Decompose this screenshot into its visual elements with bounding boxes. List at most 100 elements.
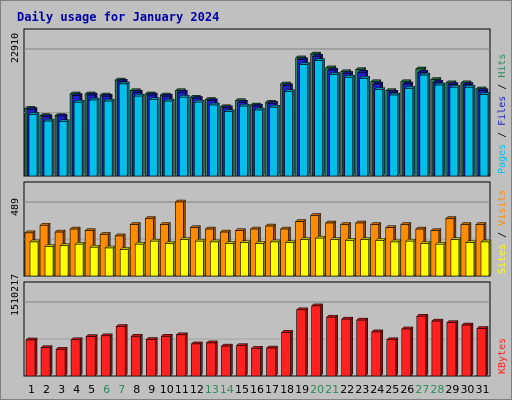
bar-side [230,343,233,377]
bar-front [315,237,324,277]
bar-front [371,331,382,377]
bar-front [285,242,294,277]
bar-front [420,243,430,277]
bar-sites-day-24 [375,237,387,277]
bar-side [142,241,146,277]
bar-kbytes-day-4 [70,337,83,377]
bar-kbytes-day-1 [25,337,38,377]
bar-front [44,246,54,277]
bar-front [374,89,384,177]
bar-kbytes-day-29 [446,319,459,377]
bar-sites-day-21 [330,237,342,277]
bar-pages-day-18 [283,89,296,177]
bar-front [221,345,231,377]
bar-pages-day-15 [238,103,251,177]
bar-sites-day-6 [104,245,116,277]
bar-front [25,339,36,377]
bar-pages-day-14 [223,109,236,177]
day-tick-label: 4 [73,383,80,396]
day-tick-label: 22 [340,383,354,396]
bar-front [180,239,189,277]
bar-sites-day-28 [435,241,447,277]
day-tick-label: 24 [370,383,384,396]
bar-sites-day-1 [29,239,41,277]
bar-kbytes-day-24 [371,329,384,377]
bar-front [434,84,444,177]
day-tick-label: 23 [355,383,369,396]
bar-side [111,98,115,177]
bar-front [210,241,219,277]
bar-pages-day-17 [268,104,281,177]
legend-separator: / [497,126,508,144]
bar-pages-day-21 [329,71,341,177]
day-tick-label: 29 [445,383,459,396]
bar-front [404,88,414,177]
bar-front [40,347,51,377]
day-tick-label: 6 [103,383,110,396]
bar-front [224,111,233,177]
bar-side [248,240,251,277]
bar-front [134,243,144,277]
bar-front [344,77,353,177]
bar-sites-day-12 [194,238,206,277]
bar-kbytes-day-19 [295,307,309,377]
day-tick-label: 21 [325,383,339,396]
day-tick-label: 26 [400,383,414,396]
bar-front [330,239,339,277]
bar-sites-day-5 [89,244,101,277]
day-tick-label: 15 [235,383,249,396]
bar-pages-day-31 [479,91,491,177]
day-tick-label: 20 [310,383,324,396]
legend: Sites / Visits [497,190,508,274]
bar-sites-day-10 [164,240,176,277]
bar-kbytes-day-22 [341,316,354,377]
bar-front [104,247,114,277]
bar-front [464,87,474,177]
bar-front [236,345,246,377]
bar-side [247,103,250,177]
bar-kbytes-day-10 [160,333,173,377]
bar-side [172,98,175,177]
bar-pages-day-22 [344,74,356,177]
bar-front [465,242,475,277]
bar-front [341,318,351,377]
bar-front [74,243,84,277]
bar-front [480,241,490,277]
bar-kbytes-day-18 [280,329,294,377]
day-tick-label: 31 [475,383,489,396]
bar-side [187,94,190,177]
bar-front [206,342,216,377]
bar-sites-day-17 [269,239,282,277]
bar-front [29,241,39,277]
bar-front [476,328,487,377]
bar-front [148,99,158,177]
bar-side [203,238,206,277]
bar-sites-day-19 [299,237,312,277]
bar-kbytes-day-16 [250,345,264,377]
bar-front [314,60,323,177]
bar-front [239,105,248,177]
bar-sites-day-8 [134,241,146,277]
bar-side [233,240,236,277]
bar-front [85,336,96,377]
bar-side [139,333,143,377]
bar-front [281,332,291,377]
bar-sites-day-14 [224,240,237,277]
day-tick-label: 14 [220,383,234,396]
bar-front [88,99,98,177]
bar-pages-day-20 [314,58,326,177]
bar-sites-day-20 [315,235,327,277]
bar-pages-day-2 [43,118,55,177]
bar-side [215,340,218,377]
bar-front [401,328,412,377]
bar-sites-day-29 [450,237,462,277]
bar-kbytes-day-27 [416,313,429,377]
bar-pages-day-10 [163,98,175,177]
bar-pages-day-25 [389,92,401,177]
bar-front [416,315,427,377]
bar-front [311,305,321,377]
bar-front [450,239,460,277]
bar-pages-day-3 [58,119,70,177]
bar-kbytes-day-7 [115,323,128,377]
